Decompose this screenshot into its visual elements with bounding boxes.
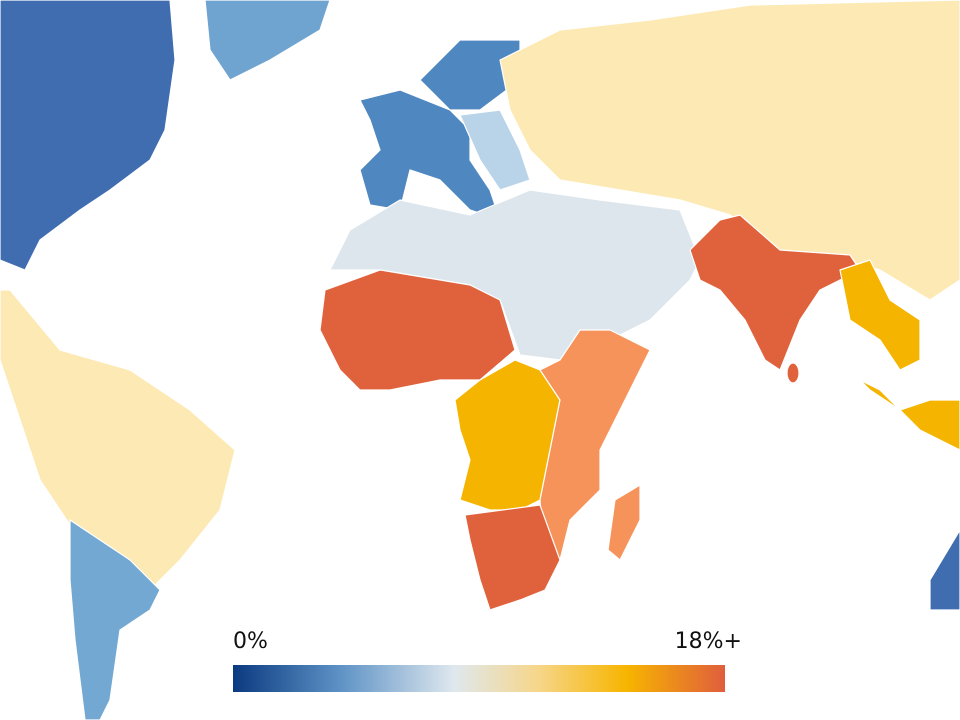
south-asia [689,214,861,371]
legend-min-label: 0% [233,629,268,654]
madagascar [607,484,641,561]
legend: 0% 18%+ [233,629,742,692]
sri-lanka [786,362,800,384]
north-america [0,0,176,271]
australia [929,529,960,611]
legend-color-scale [233,665,725,692]
west-africa [319,269,516,391]
legend-max-label: 18%+ [675,629,742,654]
greenland [204,0,331,81]
east-africa [539,329,651,561]
southern-africa [464,504,561,611]
southeast-asia [839,259,921,371]
indonesia [859,379,960,451]
eastern-europe [459,109,531,191]
western-europe [359,89,501,221]
southern-cone [69,519,161,720]
